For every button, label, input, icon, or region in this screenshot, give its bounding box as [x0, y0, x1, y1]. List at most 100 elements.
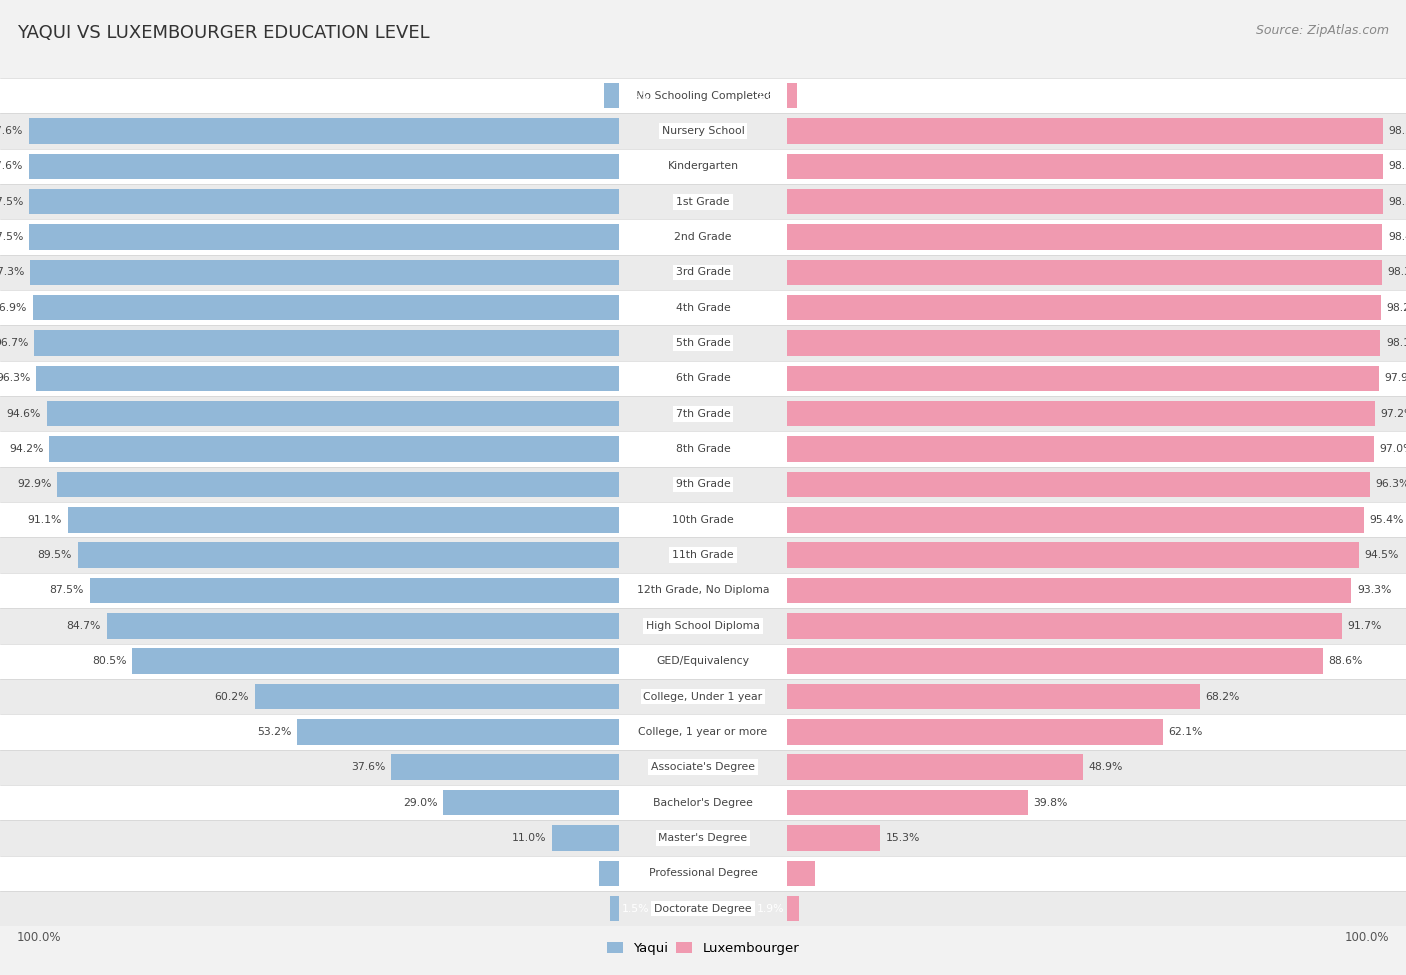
Bar [67, 507, 619, 532]
Bar [0, 467, 1406, 502]
Text: 37.6%: 37.6% [352, 762, 385, 772]
Text: 84.7%: 84.7% [66, 621, 101, 631]
Text: 94.6%: 94.6% [7, 409, 41, 419]
Bar [49, 437, 619, 462]
Text: Doctorate Degree: Doctorate Degree [654, 904, 752, 914]
Bar [31, 259, 619, 285]
Text: 1st Grade: 1st Grade [676, 197, 730, 207]
Bar [30, 224, 619, 250]
Text: 94.2%: 94.2% [8, 444, 44, 454]
Text: 91.1%: 91.1% [28, 515, 62, 525]
Bar [0, 785, 1406, 820]
Text: 4th Grade: 4th Grade [676, 302, 730, 313]
Text: 97.3%: 97.3% [0, 267, 25, 278]
Text: 4.6%: 4.6% [756, 868, 785, 878]
Bar [0, 113, 1406, 148]
Text: GED/Equivalency: GED/Equivalency [657, 656, 749, 666]
Bar [0, 573, 1406, 608]
Bar [787, 755, 1083, 780]
Bar [787, 507, 1364, 532]
Text: 96.9%: 96.9% [0, 302, 27, 313]
Bar [254, 683, 619, 709]
Text: 96.7%: 96.7% [0, 338, 28, 348]
Text: 48.9%: 48.9% [1088, 762, 1123, 772]
Text: 98.5%: 98.5% [1389, 161, 1406, 172]
Text: 12th Grade, No Diploma: 12th Grade, No Diploma [637, 585, 769, 596]
Text: 97.2%: 97.2% [1381, 409, 1406, 419]
Bar [37, 366, 619, 391]
Text: 9th Grade: 9th Grade [676, 480, 730, 489]
Bar [132, 648, 619, 674]
Text: No Schooling Completed: No Schooling Completed [636, 91, 770, 100]
Bar [787, 224, 1382, 250]
Text: 68.2%: 68.2% [1205, 691, 1240, 702]
Text: 98.2%: 98.2% [1386, 302, 1406, 313]
Text: 88.6%: 88.6% [1329, 656, 1362, 666]
Bar [787, 790, 1028, 815]
Bar [0, 254, 1406, 291]
Bar [787, 613, 1341, 639]
Bar [787, 825, 880, 850]
Bar [0, 219, 1406, 254]
Text: 100.0%: 100.0% [17, 931, 62, 945]
Text: 94.5%: 94.5% [1364, 550, 1399, 561]
Bar [787, 401, 1375, 426]
Text: 89.5%: 89.5% [38, 550, 72, 561]
Text: 95.4%: 95.4% [1369, 515, 1405, 525]
Text: 91.7%: 91.7% [1347, 621, 1382, 631]
Text: 60.2%: 60.2% [215, 691, 249, 702]
Text: 7th Grade: 7th Grade [676, 409, 730, 419]
Bar [90, 578, 619, 604]
Bar [605, 83, 619, 108]
Text: 97.9%: 97.9% [1385, 373, 1406, 383]
Text: 98.1%: 98.1% [1386, 338, 1406, 348]
Bar [0, 644, 1406, 679]
Text: 11th Grade: 11th Grade [672, 550, 734, 561]
Bar [787, 189, 1384, 214]
Bar [0, 184, 1406, 219]
Bar [0, 679, 1406, 714]
Bar [0, 361, 1406, 396]
Bar [30, 189, 619, 214]
Text: 5th Grade: 5th Grade [676, 338, 730, 348]
Bar [46, 401, 619, 426]
Bar [787, 83, 797, 108]
Bar [787, 542, 1358, 567]
Bar [28, 118, 619, 143]
Text: 3.2%: 3.2% [621, 868, 650, 878]
Text: 11.0%: 11.0% [512, 833, 547, 843]
Text: 92.9%: 92.9% [17, 480, 52, 489]
Bar [0, 431, 1406, 467]
Bar [787, 118, 1384, 143]
Text: Professional Degree: Professional Degree [648, 868, 758, 878]
Bar [443, 790, 619, 815]
Text: 29.0%: 29.0% [404, 798, 437, 807]
Bar [787, 861, 815, 886]
Bar [32, 295, 619, 321]
Bar [787, 366, 1379, 391]
Bar [0, 291, 1406, 326]
Text: Kindergarten: Kindergarten [668, 161, 738, 172]
Bar [787, 295, 1381, 321]
Bar [553, 825, 619, 850]
Bar [0, 820, 1406, 856]
Bar [610, 896, 619, 921]
Text: High School Diploma: High School Diploma [647, 621, 759, 631]
Bar [0, 750, 1406, 785]
Bar [391, 755, 619, 780]
Text: 97.6%: 97.6% [0, 126, 22, 137]
Text: 96.3%: 96.3% [0, 373, 31, 383]
Text: 97.0%: 97.0% [1379, 444, 1406, 454]
Bar [58, 472, 619, 497]
Bar [787, 259, 1382, 285]
Text: Bachelor's Degree: Bachelor's Degree [652, 798, 754, 807]
Text: 15.3%: 15.3% [886, 833, 920, 843]
Text: Nursery School: Nursery School [662, 126, 744, 137]
Text: College, Under 1 year: College, Under 1 year [644, 691, 762, 702]
Text: 87.5%: 87.5% [49, 585, 84, 596]
Text: 10th Grade: 10th Grade [672, 515, 734, 525]
Bar [787, 331, 1381, 356]
Text: 1.9%: 1.9% [756, 904, 785, 914]
Bar [0, 78, 1406, 113]
Text: Associate's Degree: Associate's Degree [651, 762, 755, 772]
